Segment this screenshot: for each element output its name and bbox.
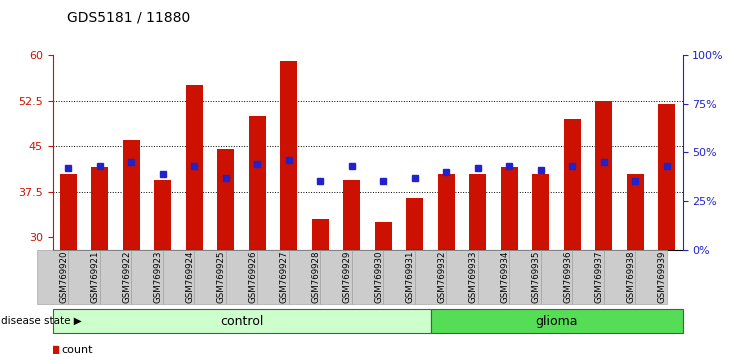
Bar [626, 173, 644, 250]
Bar [343, 179, 361, 250]
Text: GDS5181 / 11880: GDS5181 / 11880 [67, 11, 191, 25]
Text: GSM769924: GSM769924 [185, 251, 194, 303]
Bar [36, 250, 69, 304]
Bar [100, 250, 131, 304]
Text: GSM769938: GSM769938 [626, 251, 635, 303]
Bar [374, 222, 392, 250]
Bar [658, 104, 675, 250]
Text: GSM769939: GSM769939 [658, 251, 666, 303]
Bar [501, 167, 518, 250]
Text: GSM769929: GSM769929 [343, 251, 352, 303]
Text: GSM769920: GSM769920 [59, 251, 69, 303]
Text: GSM769931: GSM769931 [406, 251, 415, 303]
Bar [123, 140, 140, 250]
Text: GSM769922: GSM769922 [123, 251, 131, 303]
Text: GSM769936: GSM769936 [564, 251, 572, 303]
Bar [289, 250, 320, 304]
Bar [564, 119, 581, 250]
Bar [635, 250, 666, 304]
Bar [53, 309, 431, 333]
Bar [438, 173, 455, 250]
Bar [194, 250, 226, 304]
Text: count: count [61, 346, 93, 354]
Text: GSM769926: GSM769926 [248, 251, 257, 303]
Bar [217, 149, 234, 250]
Bar [469, 173, 486, 250]
Bar [163, 250, 194, 304]
Text: GSM769927: GSM769927 [280, 251, 289, 303]
Text: glioma: glioma [535, 315, 578, 328]
Bar [541, 250, 572, 304]
Text: GSM769928: GSM769928 [311, 251, 320, 303]
Text: GSM769937: GSM769937 [595, 251, 604, 303]
Bar [431, 309, 683, 333]
Bar [510, 250, 541, 304]
Bar [131, 250, 163, 304]
Bar [320, 250, 352, 304]
Bar [383, 250, 415, 304]
Bar [154, 179, 172, 250]
Text: disease state ▶: disease state ▶ [1, 316, 82, 326]
Bar [604, 250, 635, 304]
Bar [312, 219, 329, 250]
Text: control: control [220, 315, 264, 328]
Bar [352, 250, 383, 304]
Bar [446, 250, 478, 304]
Bar [185, 85, 203, 250]
Bar [257, 250, 289, 304]
Bar [226, 250, 257, 304]
Text: GSM769933: GSM769933 [469, 251, 478, 303]
Text: GSM769934: GSM769934 [500, 251, 510, 303]
Text: GSM769923: GSM769923 [154, 251, 163, 303]
Text: GSM769921: GSM769921 [91, 251, 100, 303]
Bar [91, 167, 109, 250]
Bar [69, 250, 100, 304]
Bar [415, 250, 446, 304]
Bar [532, 173, 550, 250]
Text: GSM769925: GSM769925 [217, 251, 226, 303]
Text: GSM769932: GSM769932 [437, 251, 446, 303]
Bar [478, 250, 510, 304]
Bar [595, 101, 612, 250]
Bar [280, 61, 297, 250]
Bar [406, 198, 423, 250]
Bar [572, 250, 604, 304]
Text: GSM769930: GSM769930 [374, 251, 383, 303]
Bar [60, 173, 77, 250]
Bar [249, 116, 266, 250]
Text: GSM769935: GSM769935 [531, 251, 541, 303]
